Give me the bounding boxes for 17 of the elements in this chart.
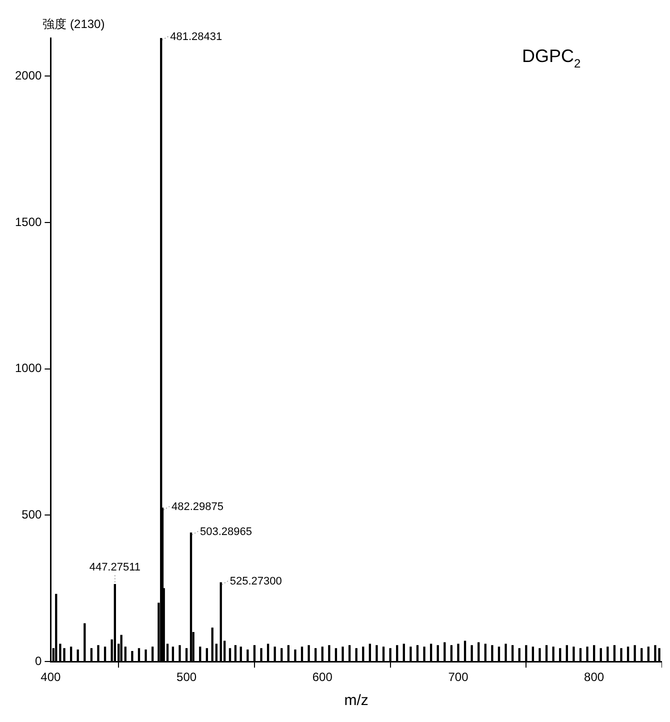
x-tick-label: 400 — [40, 670, 62, 684]
annotation: 481.28431 — [170, 31, 222, 43]
x-tick-label: 800 — [584, 670, 604, 684]
y-tick-label: 0 — [35, 654, 42, 668]
y-tick-label: 1500 — [14, 214, 42, 229]
annotation: 447.27511 — [89, 561, 141, 574]
x-tick-label: 700 — [448, 670, 469, 684]
annotation: 503.28965 — [200, 526, 252, 538]
x-axis-title: m/z — [344, 692, 368, 710]
x-tick-label: 500 — [176, 670, 197, 684]
annotation: 525.27300 — [230, 576, 282, 588]
annotation: 482.29875 — [171, 500, 224, 513]
y-tick-label: 500 — [22, 508, 42, 522]
y-tick-label: 1000 — [14, 361, 42, 376]
y-axis-title: 強度 (2130) — [42, 17, 105, 31]
x-tick-label: 600 — [312, 670, 333, 684]
y-tick-label: 2000 — [14, 68, 42, 82]
